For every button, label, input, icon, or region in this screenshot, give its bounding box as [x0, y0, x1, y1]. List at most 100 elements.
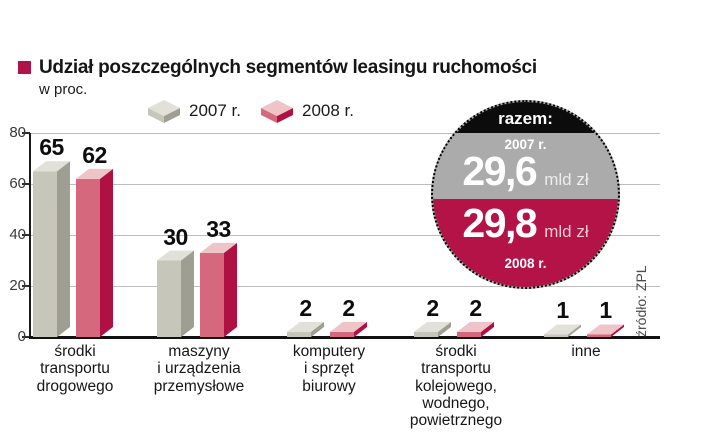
bar-2008r-group4	[587, 324, 624, 337]
legend-item-2007: 2007 r.	[146, 98, 241, 124]
category-label: środki transportu kolejowego, wodnego, p…	[409, 343, 503, 430]
category-label: maszyny i urządzenia przemysłowe	[153, 343, 245, 395]
gridline	[30, 133, 660, 134]
badge-total-2008: 29,8 mld zł	[433, 200, 618, 246]
cube-2008-icon	[259, 98, 295, 124]
y-axis-tick	[22, 234, 30, 236]
bar-2007r-group0	[33, 161, 70, 337]
bar-side-face	[181, 250, 194, 337]
y-axis-tick-label: 80	[9, 124, 26, 141]
bar-front-face	[457, 331, 481, 337]
bar-front-face	[76, 178, 100, 337]
bar-2007r-group4	[544, 324, 581, 337]
category-label: inne	[571, 343, 601, 360]
bar-top-face	[157, 250, 194, 261]
badge-total-2007-unit: mld zł	[544, 170, 589, 189]
bar-2007r-group1	[157, 250, 194, 337]
bar-front-face	[587, 334, 611, 337]
bar-value-label: 2	[426, 295, 439, 321]
y-axis-line	[29, 133, 31, 339]
bar-value-label: 65	[39, 134, 64, 160]
bar-side-face	[57, 161, 70, 337]
bar-2008r-group0	[76, 168, 113, 337]
title-bullet-icon	[18, 61, 31, 74]
badge-red-segment	[433, 199, 618, 287]
badge-total-2008-value: 29,8	[462, 200, 537, 246]
bar-2008r-group3	[457, 321, 494, 337]
badge-total-2007: 29,6 mld zł	[433, 148, 618, 194]
x-axis-baseline	[29, 336, 660, 339]
bar-front-face	[287, 331, 311, 337]
bar-side-face	[481, 321, 494, 337]
category-label: środki transportu drogowego	[36, 343, 114, 395]
bar-side-face	[311, 321, 324, 337]
category-label: komputery i sprzęt biurowy	[292, 343, 366, 395]
bar-value-label: 2	[299, 295, 312, 321]
bar-2008r-group2	[330, 321, 367, 337]
totals-badge: razem: 2007 r. 29,6 mld zł 29,8 mld zł 2…	[431, 100, 620, 289]
unit-note: w proc.	[39, 81, 88, 98]
y-axis-tick	[22, 183, 30, 185]
bar-front-face	[33, 171, 57, 337]
bar-top-face	[330, 321, 367, 332]
source-credit: źródło: ZPL	[633, 265, 649, 337]
bar-top-face	[33, 161, 70, 172]
bar-top-face	[200, 242, 237, 253]
badge-circle: razem: 2007 r. 29,6 mld zł 29,8 mld zł 2…	[431, 100, 620, 289]
y-axis-tick	[22, 285, 30, 287]
bar-top-face	[457, 321, 494, 332]
y-axis-tick-label: 0	[17, 328, 26, 345]
legend-label-2008: 2008 r.	[302, 101, 354, 120]
y-axis-tick	[22, 132, 30, 134]
badge-year-2007: 2007 r.	[504, 137, 547, 152]
bar-front-face	[544, 334, 568, 337]
bar-side-face	[354, 321, 367, 337]
bar-2007r-group3	[414, 321, 451, 337]
legend-label-2007: 2007 r.	[189, 101, 241, 120]
bar-side-face	[438, 321, 451, 337]
bar-2007r-group2	[287, 321, 324, 337]
gridline	[30, 286, 660, 287]
bar-value-label: 33	[206, 216, 231, 242]
y-axis-tick-label: 20	[9, 277, 26, 294]
badge-year-2008: 2008 r.	[504, 256, 547, 271]
bar-top-face	[287, 321, 324, 332]
bar-value-label: 2	[342, 295, 355, 321]
y-axis-tick	[22, 336, 30, 338]
bar-top-face	[414, 321, 451, 332]
cube-glyph	[148, 100, 180, 123]
cube-2007-icon	[146, 98, 182, 124]
bar-front-face	[157, 260, 181, 337]
bar-top-face	[544, 324, 581, 335]
legend: 2007 r. 2008 r.	[146, 98, 354, 124]
bar-value-label: 2	[469, 295, 482, 321]
cube-glyph	[261, 100, 293, 123]
bar-value-label: 1	[556, 297, 569, 323]
bar-side-face	[568, 324, 581, 337]
bar-side-face	[224, 242, 237, 337]
bar-front-face	[200, 252, 224, 337]
bar-front-face	[414, 331, 438, 337]
bar-top-face	[587, 324, 624, 335]
badge-black-cap	[433, 102, 618, 133]
page-title: Udział poszczególnych segmentów leasingu…	[39, 57, 537, 78]
y-axis-tick-label: 40	[9, 226, 26, 243]
bar-front-face	[330, 331, 354, 337]
legend-item-2008: 2008 r.	[259, 98, 354, 124]
gridline	[30, 184, 660, 185]
badge-header: razem:	[498, 109, 553, 128]
bar-value-label: 30	[163, 224, 188, 250]
bar-top-face	[76, 168, 113, 179]
badge-total-2008-unit: mld zł	[544, 222, 589, 241]
title-row: Udział poszczególnych segmentów leasingu…	[18, 57, 537, 79]
gridline	[30, 235, 660, 236]
bar-side-face	[100, 168, 113, 337]
bar-side-face	[611, 324, 624, 337]
bar-value-label: 62	[82, 142, 107, 168]
bar-2008r-group1	[200, 242, 237, 337]
bar-value-label: 1	[599, 297, 612, 323]
badge-total-2007-value: 29,6	[462, 148, 537, 194]
